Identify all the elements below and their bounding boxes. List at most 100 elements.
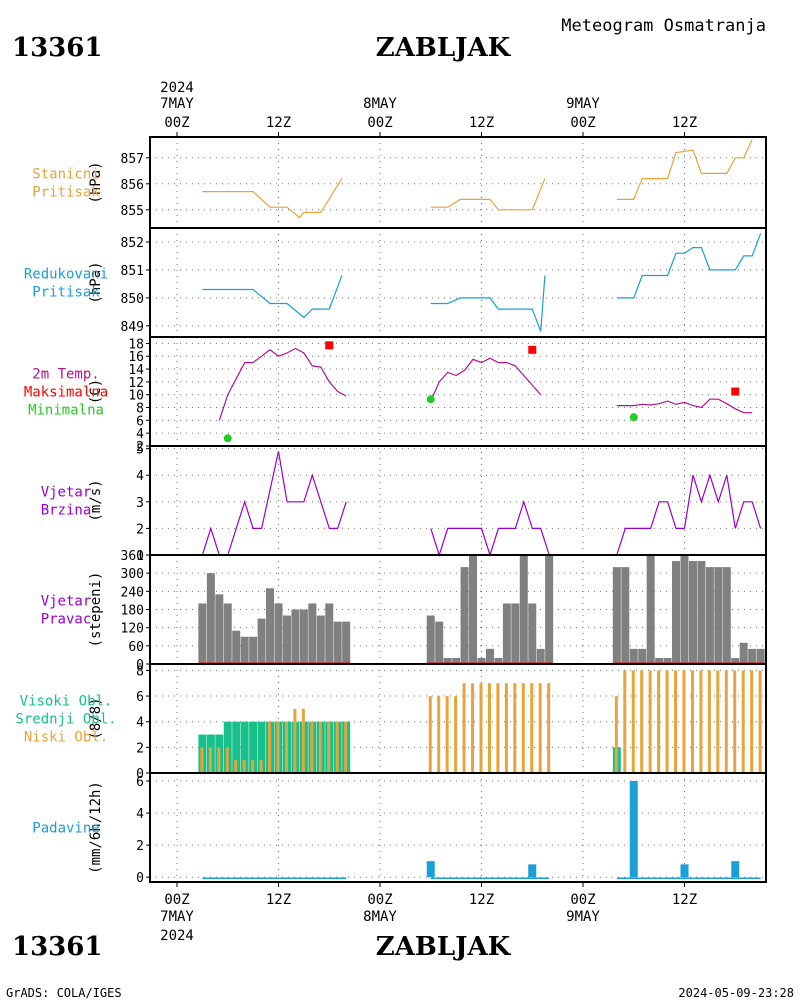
- wind-direction-bar: [282, 615, 291, 664]
- series-label: Visoki Obl.: [20, 694, 113, 710]
- y-tick-label: 850: [121, 292, 144, 307]
- high-cloud-bar: [249, 721, 258, 773]
- precip-bar: [426, 861, 435, 878]
- low-cloud-bar: [259, 760, 263, 773]
- meteogram-subtitle: Meteogram Osmatranja: [561, 16, 766, 36]
- time-day-label-top: 9MAY: [566, 96, 600, 112]
- time-day-label-top: 7MAY: [160, 96, 194, 112]
- time-tick-label-top: 12Z: [469, 115, 494, 131]
- wind-direction-bar: [739, 642, 748, 664]
- low-cloud-bar: [623, 670, 627, 773]
- y-tick-label: 8: [136, 402, 144, 417]
- wind-direction-bar: [714, 567, 723, 664]
- time-tick-label-top: 00Z: [164, 115, 189, 131]
- low-cloud-bar: [200, 747, 204, 773]
- low-cloud-bar: [479, 683, 483, 773]
- low-cloud-bar: [665, 670, 669, 773]
- max-temp-marker: [528, 345, 537, 354]
- wind-direction-bar: [460, 567, 469, 664]
- low-cloud-bar: [648, 670, 652, 773]
- time-day-label-bottom: 7MAY: [160, 909, 194, 925]
- low-cloud-bar: [496, 683, 500, 773]
- wind-direction-bar: [232, 630, 241, 664]
- low-cloud-bar: [707, 670, 711, 773]
- wind-direction-bar: [494, 657, 503, 664]
- min-temp-marker: [426, 395, 435, 404]
- low-cloud-bar: [690, 670, 694, 773]
- y-axis-label: (mm/6h/12h): [88, 781, 104, 874]
- time-tick-label-bottom: 00Z: [367, 892, 392, 908]
- low-cloud-bar: [741, 670, 745, 773]
- series-label: Minimalna: [28, 403, 104, 419]
- wind-direction-bar: [655, 657, 664, 664]
- wind-direction-bar: [731, 657, 740, 664]
- max-temp-marker: [325, 341, 334, 350]
- high-cloud-bar: [240, 721, 249, 773]
- low-cloud-bar: [547, 683, 551, 773]
- low-cloud-bar: [318, 721, 322, 773]
- wind-direction-bar: [519, 555, 528, 664]
- y-tick-label: 120: [121, 622, 144, 637]
- panel-frame: [149, 336, 767, 447]
- wind-direction-bar: [536, 648, 545, 664]
- wind-direction-bar: [452, 657, 461, 664]
- low-cloud-bar: [513, 683, 517, 773]
- wind-direction-bar: [333, 621, 342, 664]
- low-cloud-bar: [293, 708, 297, 773]
- station-name-bottom: ZABLJAK: [376, 932, 512, 962]
- low-cloud-bar: [268, 721, 272, 773]
- y-tick-label: 10: [128, 389, 144, 404]
- y-axis-label: (hPa): [88, 161, 104, 203]
- wind-direction-bar: [545, 555, 554, 664]
- series-label: Pritisak: [32, 285, 100, 301]
- wind-direction-bar: [705, 567, 714, 664]
- high-cloud-bar: [257, 721, 266, 773]
- y-tick-label: 0: [136, 767, 144, 782]
- wind-direction-bar: [240, 636, 249, 664]
- y-tick-label: 4: [136, 716, 144, 731]
- series-label: Niski Obl.: [24, 730, 108, 746]
- y-tick-label: 857: [121, 152, 144, 167]
- footer-left: GrADS: COLA/IGES: [6, 986, 122, 1000]
- low-cloud-bar: [487, 683, 491, 773]
- low-cloud-bar: [724, 670, 728, 773]
- low-cloud-bar: [504, 683, 508, 773]
- series-label: Redukovani: [24, 267, 108, 283]
- series-line-wind_speed: [201, 451, 347, 556]
- low-cloud-bar: [225, 747, 229, 773]
- low-cloud-bar: [437, 696, 441, 773]
- min-temp-marker: [629, 413, 638, 422]
- y-tick-label: 300: [121, 567, 144, 582]
- y-tick-label: 852: [121, 236, 144, 251]
- y-axis-label: (8/8): [88, 697, 104, 739]
- y-axis-label: (m/s): [88, 479, 104, 521]
- y-tick-label: 4: [136, 427, 144, 442]
- y-tick-label: 6: [136, 690, 144, 705]
- station-id-top: 13361: [12, 33, 102, 63]
- y-tick-label: 240: [121, 585, 144, 600]
- high-cloud-bar: [223, 721, 232, 773]
- wind-direction-bar: [215, 594, 224, 664]
- y-tick-label: 16: [128, 350, 144, 365]
- y-tick-label: 4: [136, 469, 144, 484]
- low-cloud-bar: [208, 747, 212, 773]
- station-name-top: ZABLJAK: [376, 33, 512, 63]
- time-tick-label-top: 12Z: [672, 115, 697, 131]
- low-cloud-bar: [657, 670, 661, 773]
- y-tick-label: 851: [121, 264, 144, 279]
- wind-direction-bar: [638, 648, 647, 664]
- y-tick-label: 856: [121, 178, 144, 193]
- min-temp-marker: [223, 434, 232, 443]
- wind-direction-bar: [206, 573, 215, 664]
- y-tick-label: 855: [121, 204, 144, 219]
- panel-frame: [149, 227, 767, 338]
- series-line-wind_speed: [616, 473, 762, 556]
- low-cloud-bar: [335, 721, 339, 773]
- low-cloud-bar: [217, 747, 221, 773]
- series-label: Vjetar: [41, 485, 92, 501]
- panel-frame: [149, 136, 767, 229]
- low-cloud-bar: [674, 670, 678, 773]
- wind-direction-bar: [680, 555, 689, 664]
- y-tick-label: 14: [128, 363, 144, 378]
- low-cloud-bar: [310, 721, 314, 773]
